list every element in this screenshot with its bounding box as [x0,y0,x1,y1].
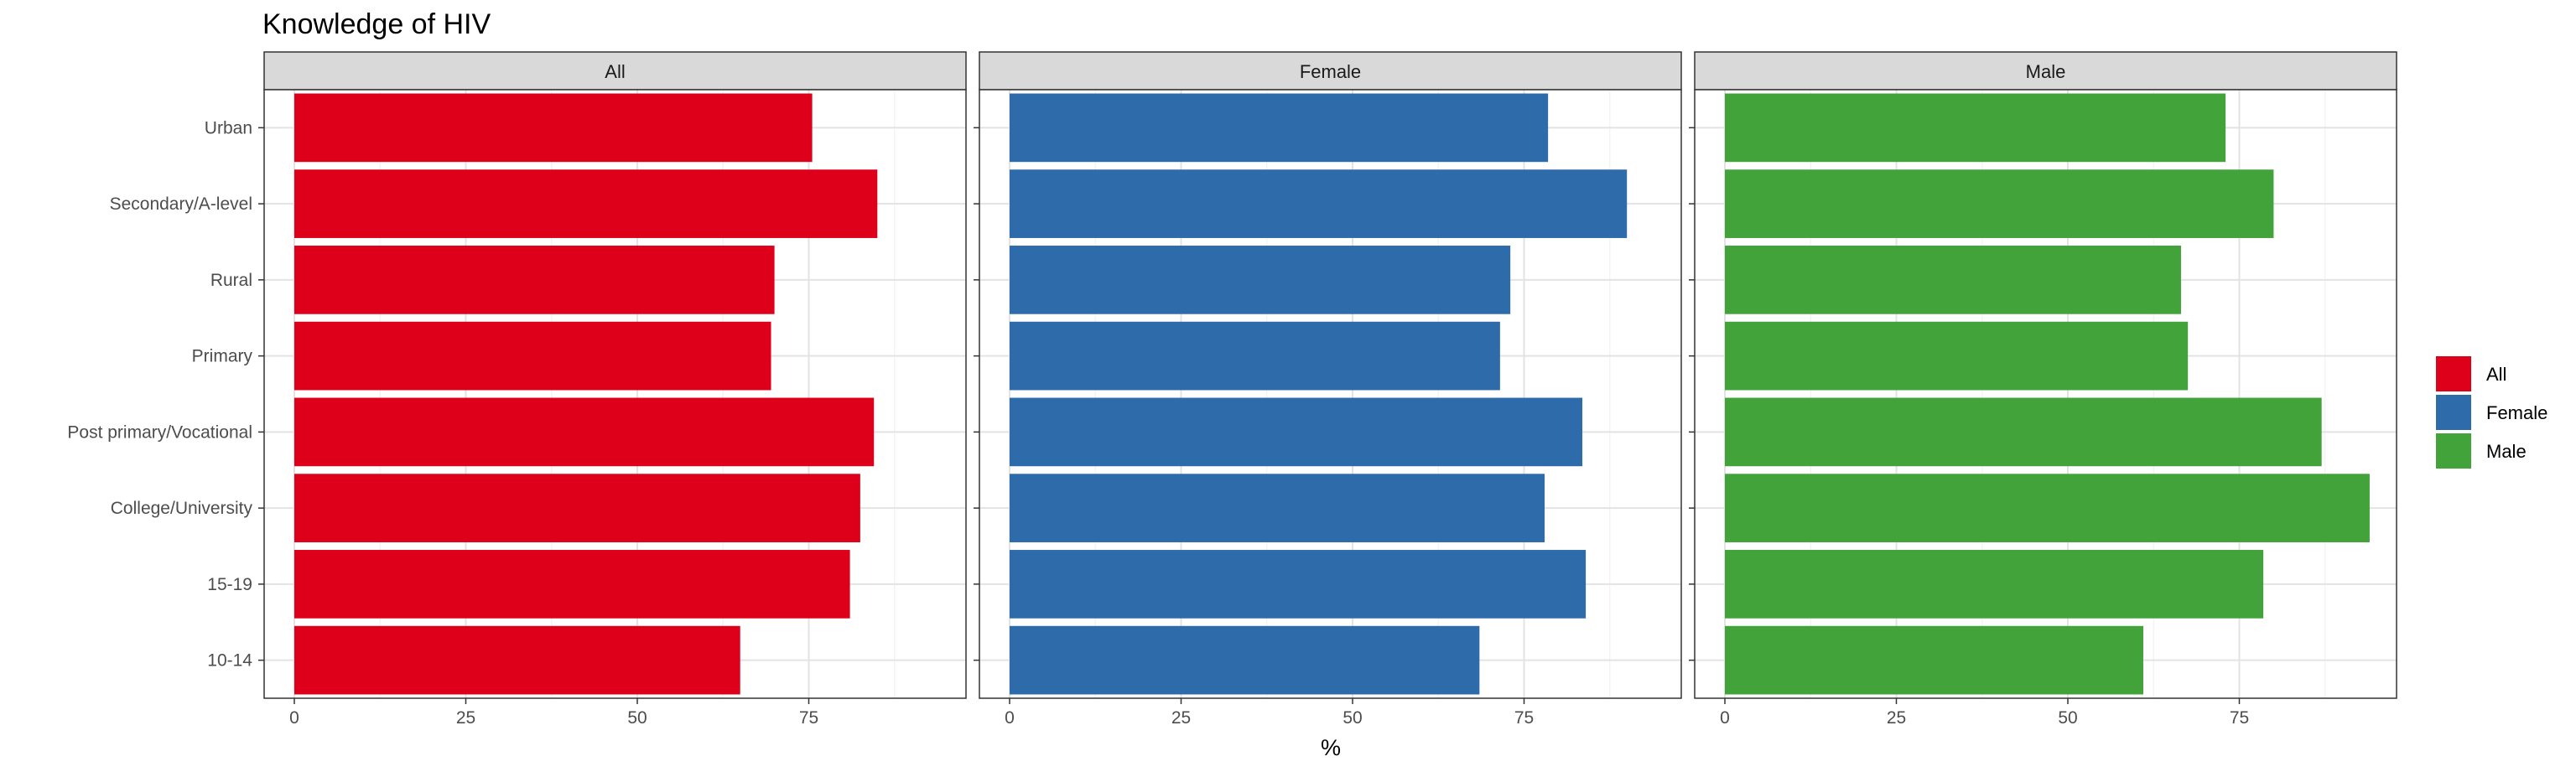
y-tick-label: 15-19 [207,575,252,594]
bar [294,321,771,391]
bar [1010,321,1500,391]
legend-key [2436,395,2471,430]
x-tick-label: 75 [799,708,818,728]
legend-label: All [2486,364,2506,385]
facet-strip-label: All [605,61,625,82]
legend-key [2436,356,2471,391]
bar [294,397,875,467]
y-tick-label: College/University [111,499,253,518]
bar [1725,169,2274,238]
bar [294,474,860,542]
bar [1010,93,1549,163]
bar [294,169,878,238]
bar [294,625,740,695]
panel-border [263,89,967,699]
bar [1010,474,1545,542]
facet-strip-label: Female [1300,61,1361,82]
bar [1725,321,2189,391]
y-tick-label: Primary [192,347,253,366]
bar [1725,397,2322,467]
panel-border [979,89,1682,699]
facet-panel-male: Male 0 25 50 75 [1689,51,2397,728]
bar [1010,246,1511,314]
bar [1010,625,1480,695]
facet-strip [263,51,967,91]
bar [1725,550,2264,619]
bar [1725,474,2370,542]
bar [1725,93,2226,163]
x-tick-label: 75 [2230,708,2249,728]
x-tick-label: 0 [1005,708,1015,728]
panel-border [1694,89,2397,699]
x-tick-label: 25 [456,708,475,728]
x-axis-title: % [1321,735,1341,760]
x-tick-label: 50 [2058,708,2077,728]
x-tick-label: 0 [289,708,299,728]
x-tick-label: 0 [1720,708,1730,728]
y-tick-label: Urban [205,118,252,137]
legend: All Female Male [2436,356,2547,469]
bar [294,246,775,314]
bar [1725,625,2143,695]
x-tick-label: 25 [1171,708,1191,728]
y-tick-label: Secondary/A-level [110,194,252,214]
facet-strip [1694,51,2397,91]
y-tick-label: Rural [210,271,252,290]
x-tick-label: 50 [1343,708,1362,728]
y-axis-labels: 10-14 15-19 College/University Post primary… [67,118,252,670]
facet-panel-all: All 0 25 50 75 [258,51,967,728]
facet-strip-label: Male [2026,61,2066,82]
x-tick-label: 75 [1514,708,1534,728]
facet-panel-female: Female 0 25 50 75 [974,51,1682,728]
legend-key [2436,433,2471,469]
y-tick-label: Post primary/Vocational [67,422,252,442]
x-tick-label: 50 [627,708,647,728]
legend-label: Male [2486,441,2527,462]
bar [294,550,850,619]
x-tick-label: 25 [1887,708,1906,728]
chart-title: Knowledge of HIV [262,8,491,40]
bar [294,93,813,163]
y-tick-label: 10-14 [207,651,252,671]
legend-label: Female [2486,402,2547,423]
bar [1010,550,1587,619]
bar [1010,169,1628,238]
bar [1725,246,2181,314]
bar [1010,397,1583,467]
